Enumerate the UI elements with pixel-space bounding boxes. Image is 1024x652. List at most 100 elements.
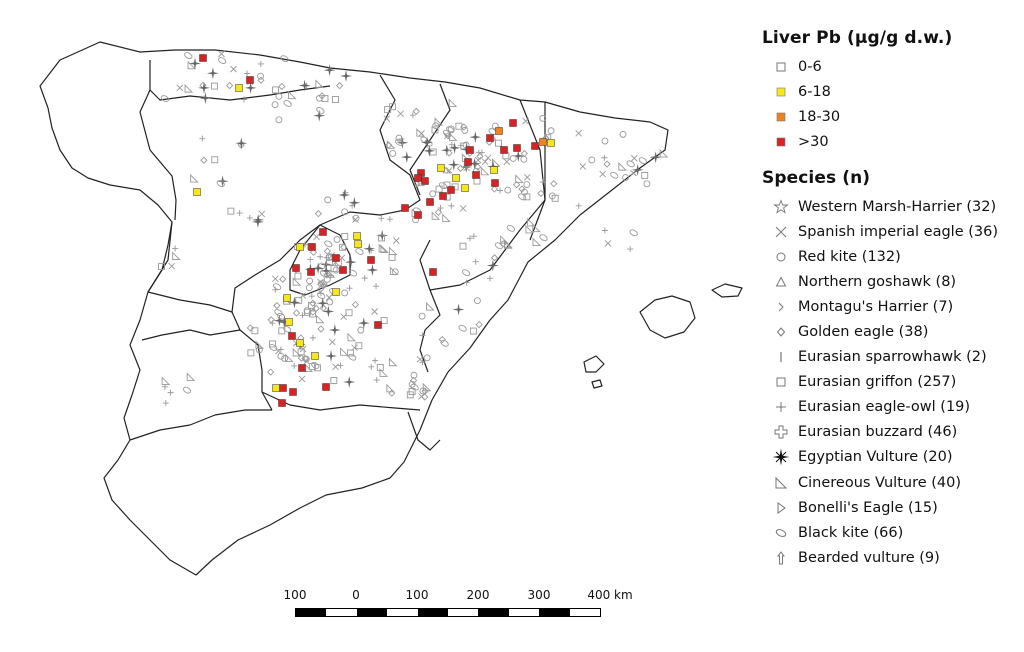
scale-segment	[478, 609, 509, 616]
egyptian-vulture-marker	[440, 144, 453, 157]
eagle-owl-marker	[240, 96, 247, 103]
cinereous-vulture-marker	[347, 332, 357, 342]
cinereous-vulture-marker	[340, 347, 349, 356]
imperial-eagle-marker	[383, 115, 391, 123]
red-kite-marker	[333, 236, 341, 243]
cinereous-vulture-marker	[515, 174, 524, 183]
eagle-owl-marker	[368, 363, 375, 370]
imperial-eagle-marker	[298, 375, 306, 383]
imperial-eagle-marker	[575, 129, 583, 137]
griffon-marker	[308, 301, 315, 309]
red-kite-marker	[357, 326, 365, 334]
sample-marker	[461, 184, 469, 192]
egyptian-vulture-marker	[251, 215, 264, 228]
eagle-owl-marker	[309, 334, 316, 341]
griffon-marker	[435, 185, 443, 193]
red-kite-marker	[410, 371, 418, 379]
egyptian-vulture-marker	[322, 305, 335, 318]
black-kite-marker	[638, 157, 647, 165]
imperial-eagle-marker	[338, 254, 346, 262]
legend-pb-title: Liver Pb (µg/g d.w.)	[762, 28, 953, 48]
eagle-owl-marker	[372, 357, 379, 364]
egyptian-vulture-marker	[298, 79, 311, 92]
region-border	[419, 289, 441, 373]
golden-eagle-marker	[319, 304, 328, 312]
imperial-eagle-marker	[176, 84, 184, 92]
cinereous-vulture-marker	[379, 368, 389, 377]
region-border	[147, 221, 173, 293]
red-kite-marker	[326, 298, 334, 306]
griffon-marker	[309, 310, 316, 318]
griffon-marker	[389, 103, 397, 111]
legend-item: Golden eagle (38)	[762, 319, 1022, 344]
imperial-eagle-marker	[522, 117, 529, 125]
imperial-eagle-marker	[218, 50, 225, 58]
eagle-owl-marker	[539, 179, 546, 186]
imperial-eagle-marker	[352, 216, 359, 223]
egyptian-vulture-marker	[188, 57, 201, 70]
scale-segment	[539, 609, 570, 616]
imperial-eagle-marker	[371, 308, 378, 315]
imperial-eagle-marker	[275, 347, 282, 355]
sample-marker	[199, 54, 207, 62]
red-kite-marker	[257, 72, 264, 80]
region-border	[407, 411, 441, 451]
sample-marker	[319, 228, 327, 236]
eagle-owl-marker	[361, 275, 368, 282]
egyptian-vulture-marker	[421, 136, 434, 149]
golden-eagle-marker	[513, 181, 521, 189]
black-kite-marker	[626, 160, 635, 168]
sample-marker	[531, 142, 539, 150]
black-kite-marker	[355, 248, 364, 255]
legend-item-label: >30	[798, 133, 829, 150]
eagle-owl-marker	[199, 135, 206, 142]
eagle-owl-marker	[291, 362, 298, 369]
griffon-marker	[321, 95, 329, 103]
sample-marker	[307, 268, 315, 276]
golden-eagle-marker	[340, 243, 348, 251]
golden-eagle-marker	[279, 275, 287, 283]
sample-marker	[486, 134, 494, 142]
cinereous-vulture-marker	[426, 302, 435, 311]
cinereous-vulture-marker	[304, 363, 314, 372]
square-swatch-icon	[768, 59, 794, 75]
egyptian-vulture-marker	[469, 131, 482, 144]
legend-item: Spanish imperial eagle (36)	[762, 219, 1022, 244]
legend-item-label: 0-6	[798, 58, 822, 75]
eagle-owl-marker	[172, 245, 179, 252]
legend-item: Egyptian Vulture (20)	[762, 445, 1022, 470]
scale-segment	[326, 609, 357, 616]
griffon-marker	[294, 272, 302, 280]
legend-item-label: Golden eagle (38)	[798, 324, 929, 341]
imperial-eagle-marker	[630, 154, 638, 162]
golden-eagle-marker	[200, 156, 208, 164]
legend-item: 0-6	[762, 54, 1022, 79]
cinereous-vulture-marker	[532, 223, 541, 233]
eagle-owl-marker	[161, 383, 168, 390]
scale-segment	[417, 609, 449, 616]
scale-segment	[508, 609, 540, 616]
golden-eagle-marker	[550, 180, 558, 188]
legend-item-label: Western Marsh-Harrier (32)	[798, 198, 997, 215]
star-outline-icon	[768, 198, 794, 215]
griffon-marker	[388, 254, 396, 261]
legend-item: 18-30	[762, 104, 1022, 129]
legend-item-label: Red kite (132)	[798, 248, 901, 265]
eagle-owl-marker	[478, 149, 485, 156]
egyptian-vulture-marker	[273, 314, 286, 327]
golden-eagle-marker	[292, 309, 301, 317]
golden-eagle-marker	[388, 389, 396, 397]
sample-marker	[464, 158, 472, 166]
cinereous-vulture-marker	[434, 117, 444, 126]
sample-marker	[500, 146, 508, 154]
golden-eagle-marker	[314, 210, 323, 218]
sample-marker	[547, 139, 555, 147]
black-kite-marker	[311, 362, 320, 369]
egyptian-vulture-marker	[320, 264, 333, 277]
scale-segment	[296, 609, 327, 616]
imperial-eagle-marker	[317, 278, 324, 286]
black-kite-marker	[410, 383, 419, 391]
sample-marker	[466, 146, 474, 154]
eagle-owl-marker	[472, 258, 479, 265]
eagle-owl-marker	[437, 205, 444, 212]
